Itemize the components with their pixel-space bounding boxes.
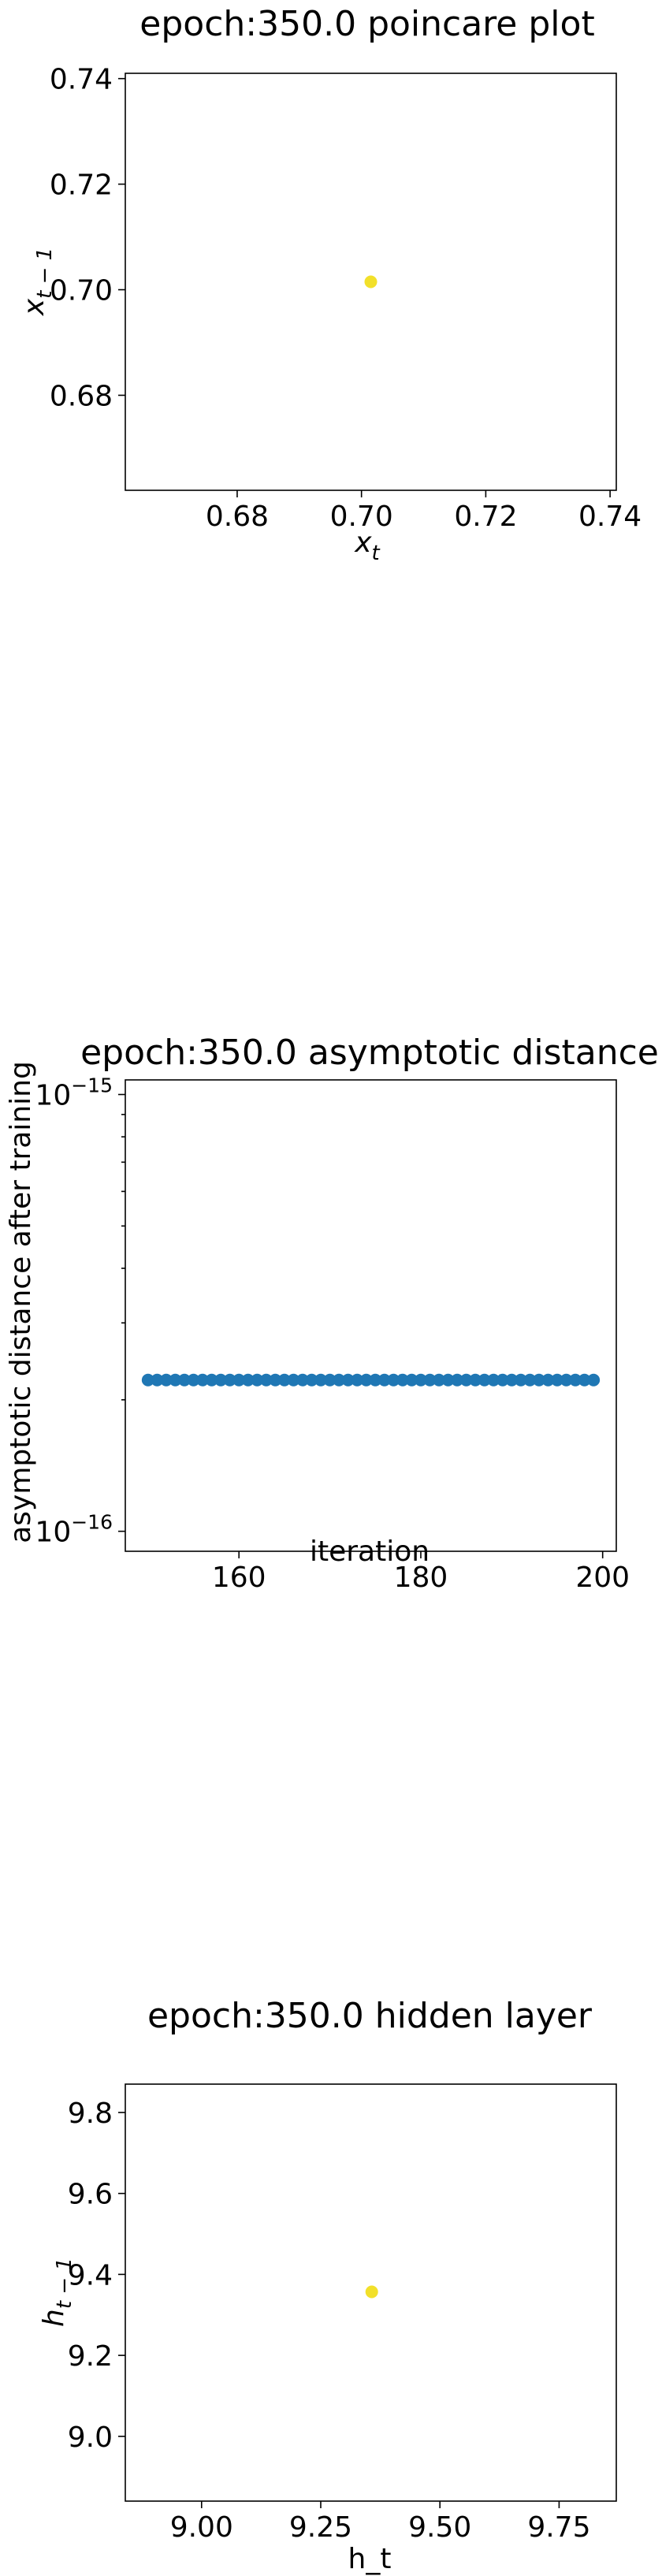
data-point xyxy=(223,1373,236,1387)
data-point xyxy=(369,1373,382,1387)
data-point xyxy=(259,1373,273,1387)
data-point xyxy=(365,2285,378,2299)
data-point xyxy=(414,1373,427,1387)
y-axis-label: asymptotic distance after training xyxy=(5,1061,37,1543)
data-point xyxy=(459,1373,473,1387)
plot-frame xyxy=(125,1079,617,1552)
data-point xyxy=(496,1373,509,1387)
data-point xyxy=(478,1373,491,1387)
y-axis-label: ht − 1 xyxy=(38,2258,76,2327)
data-point xyxy=(141,1373,154,1387)
x-tick-label: 0.70 xyxy=(330,501,393,533)
data-point xyxy=(541,1373,555,1387)
data-point xyxy=(314,1373,328,1387)
data-point xyxy=(441,1373,455,1387)
y-tick-label: 9.0 xyxy=(68,2422,113,2454)
data-point xyxy=(196,1373,210,1387)
data-point xyxy=(351,1373,364,1387)
x-axis-label: xt xyxy=(354,527,380,565)
data-point xyxy=(433,1373,446,1387)
data-point xyxy=(169,1373,182,1387)
x-tick-label: 0.74 xyxy=(578,501,642,533)
data-point xyxy=(333,1373,346,1387)
x-tick-label: 9.25 xyxy=(289,2511,352,2544)
y-tick-label: 0.72 xyxy=(50,169,113,202)
poincare-plot-chart: epoch:350.0 poincare plot 0.68 0.70 0.72 0.… xyxy=(18,4,642,565)
x-tick-label: 9.75 xyxy=(527,2511,590,2544)
data-point xyxy=(287,1373,300,1387)
y-tick-label: 0.68 xyxy=(50,380,113,412)
x-tick-label: 160 xyxy=(212,1562,266,1592)
x-tick-label: 0.72 xyxy=(454,501,517,533)
data-point xyxy=(232,1373,246,1387)
data-point xyxy=(364,275,377,288)
chart-title: epoch:350.0 hidden layer xyxy=(147,1996,593,2036)
data-point xyxy=(451,1373,464,1387)
x-tick-label: 200 xyxy=(575,1562,630,1592)
data-point xyxy=(396,1373,409,1387)
data-point xyxy=(523,1373,537,1387)
svg-text:ht − 1: ht − 1 xyxy=(38,2258,76,2327)
data-point xyxy=(405,1373,418,1387)
y-tick-label: 10−15 xyxy=(35,1074,113,1112)
y-tick-label: 9.6 xyxy=(68,2179,113,2211)
y-axis-label: xt − 1 xyxy=(18,248,57,316)
plot-frame xyxy=(125,2083,617,2502)
svg-text:xt: xt xyxy=(354,527,380,565)
data-point xyxy=(387,1373,400,1387)
chart-title: epoch:350.0 poincare plot xyxy=(139,4,594,44)
data-point xyxy=(159,1373,173,1387)
asymptotic-distance-chart: epoch:350.0 asymptotic distance 160 180 20… xyxy=(5,1033,659,1592)
x-tick-label: 9.00 xyxy=(170,2511,233,2544)
y-tick-label: 0.74 xyxy=(50,64,113,96)
x-tick-label: 180 xyxy=(394,1562,448,1592)
data-point xyxy=(532,1373,545,1387)
data-point xyxy=(569,1373,582,1387)
data-point xyxy=(377,1373,391,1387)
data-point xyxy=(205,1373,218,1387)
y-tick-label: 9.4 xyxy=(68,2259,113,2291)
x-tick-label: 9.50 xyxy=(408,2511,471,2544)
data-point xyxy=(323,1373,337,1387)
data-point xyxy=(269,1373,282,1387)
data-point xyxy=(277,1373,291,1387)
data-point xyxy=(587,1373,601,1387)
y-tick-label: 10−16 xyxy=(35,1511,113,1549)
x-axis-label: h_t xyxy=(348,2543,392,2575)
data-point xyxy=(359,1373,373,1387)
x-tick-label: 0.68 xyxy=(206,501,269,533)
data-point xyxy=(469,1373,482,1387)
plot-frame xyxy=(125,73,617,491)
data-point xyxy=(305,1373,318,1387)
data-point xyxy=(187,1373,200,1387)
y-tick-label: 9.8 xyxy=(68,2098,113,2130)
chart-title: epoch:350.0 asymptotic distance xyxy=(80,1033,659,1073)
y-tick-label: 0.70 xyxy=(50,275,113,307)
y-tick-label: 9.2 xyxy=(68,2340,113,2373)
data-point xyxy=(551,1373,564,1387)
data-point xyxy=(505,1373,519,1387)
svg-text:xt − 1: xt − 1 xyxy=(18,248,57,316)
data-point xyxy=(514,1373,527,1387)
data-point xyxy=(241,1373,255,1387)
data-point xyxy=(296,1373,309,1387)
data-point xyxy=(214,1373,228,1387)
data-point xyxy=(177,1373,191,1387)
data-point xyxy=(341,1373,355,1387)
data-point xyxy=(151,1373,164,1387)
hidden-layer-chart: epoch:350.0 hidden layer 9.00 9.25 9.50 9.7… xyxy=(38,1996,617,2575)
x-axis-label: iteration xyxy=(310,1536,430,1568)
data-point xyxy=(423,1373,437,1387)
data-point xyxy=(560,1373,573,1387)
data-point xyxy=(487,1373,500,1387)
data-point xyxy=(578,1373,591,1387)
data-point xyxy=(251,1373,264,1387)
